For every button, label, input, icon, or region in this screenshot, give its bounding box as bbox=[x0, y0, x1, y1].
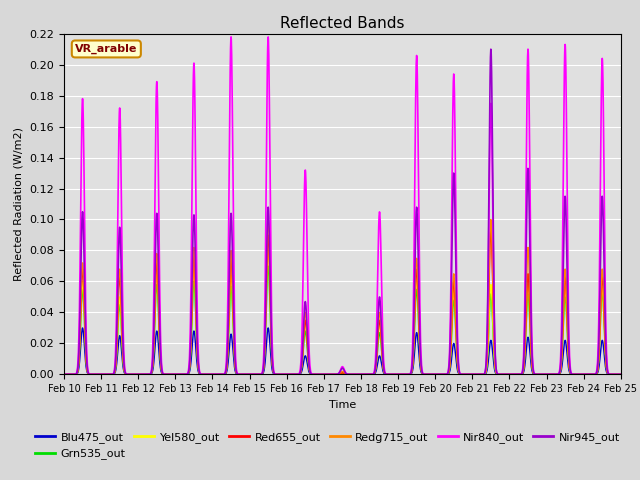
Yel580_out bbox=[124, 372, 131, 377]
Red655_out bbox=[487, 228, 495, 233]
Red655_out bbox=[274, 372, 282, 377]
Line: Grn535_out: Grn535_out bbox=[64, 266, 621, 374]
Redg715_out bbox=[487, 216, 495, 222]
Nir945_out bbox=[546, 372, 554, 377]
Red655_out bbox=[298, 363, 305, 369]
Grn535_out bbox=[298, 364, 306, 370]
Grn535_out bbox=[606, 372, 614, 377]
Red655_out bbox=[124, 372, 131, 377]
Yel580_out bbox=[274, 372, 282, 377]
Legend: Blu475_out, Grn535_out, Yel580_out, Red655_out, Redg715_out, Nir840_out, Nir945_: Blu475_out, Grn535_out, Yel580_out, Red6… bbox=[31, 428, 625, 464]
Nir945_out bbox=[617, 372, 625, 377]
Blu475_out bbox=[124, 372, 132, 377]
Blu475_out bbox=[617, 372, 625, 377]
Redg715_out bbox=[298, 362, 305, 368]
Redg715_out bbox=[606, 372, 614, 377]
Nir945_out bbox=[606, 372, 614, 377]
Grn535_out bbox=[60, 372, 68, 377]
Line: Red655_out: Red655_out bbox=[64, 230, 621, 374]
Nir945_out bbox=[60, 372, 68, 377]
Yel580_out bbox=[606, 372, 614, 377]
Yel580_out bbox=[617, 372, 625, 377]
Grn535_out bbox=[124, 372, 131, 377]
Red655_out bbox=[606, 372, 614, 377]
Title: Reflected Bands: Reflected Bands bbox=[280, 16, 404, 31]
Grn535_out bbox=[264, 263, 272, 269]
Nir840_out bbox=[157, 333, 164, 339]
Redg715_out bbox=[60, 372, 68, 377]
Nir945_out bbox=[124, 372, 131, 377]
Blu475_out bbox=[546, 372, 554, 377]
Nir945_out bbox=[298, 361, 305, 367]
Red655_out bbox=[157, 357, 164, 363]
Nir840_out bbox=[227, 34, 235, 40]
Grn535_out bbox=[274, 372, 282, 377]
Blu475_out bbox=[157, 367, 164, 372]
Redg715_out bbox=[546, 372, 554, 377]
Red655_out bbox=[617, 372, 625, 377]
Yel580_out bbox=[157, 359, 164, 364]
Yel580_out bbox=[298, 362, 306, 368]
Blu475_out bbox=[60, 372, 68, 377]
Blu475_out bbox=[298, 368, 306, 374]
Nir840_out bbox=[274, 372, 282, 377]
Y-axis label: Reflected Radiation (W/m2): Reflected Radiation (W/m2) bbox=[14, 127, 24, 281]
Yel580_out bbox=[264, 248, 272, 253]
Line: Nir945_out: Nir945_out bbox=[64, 49, 621, 374]
Grn535_out bbox=[157, 360, 164, 366]
Redg715_out bbox=[617, 372, 625, 377]
Redg715_out bbox=[157, 356, 164, 361]
Nir840_out bbox=[546, 372, 554, 377]
Grn535_out bbox=[546, 372, 554, 377]
Red655_out bbox=[60, 372, 68, 377]
Yel580_out bbox=[60, 372, 68, 377]
Line: Yel580_out: Yel580_out bbox=[64, 251, 621, 374]
Grn535_out bbox=[617, 372, 625, 377]
Redg715_out bbox=[274, 372, 282, 377]
Nir945_out bbox=[487, 46, 495, 52]
Blu475_out bbox=[606, 372, 614, 377]
Nir840_out bbox=[606, 372, 614, 377]
Yel580_out bbox=[546, 372, 554, 377]
Nir945_out bbox=[157, 350, 164, 356]
Nir840_out bbox=[298, 335, 306, 341]
Blu475_out bbox=[274, 372, 282, 377]
Redg715_out bbox=[124, 372, 131, 377]
Red655_out bbox=[546, 372, 554, 377]
Blu475_out bbox=[79, 325, 86, 331]
Nir840_out bbox=[617, 372, 625, 377]
Line: Redg715_out: Redg715_out bbox=[64, 219, 621, 374]
Nir945_out bbox=[274, 372, 282, 377]
Line: Blu475_out: Blu475_out bbox=[64, 328, 621, 374]
Nir840_out bbox=[60, 372, 68, 377]
Text: VR_arable: VR_arable bbox=[75, 44, 138, 54]
Line: Nir840_out: Nir840_out bbox=[64, 37, 621, 374]
Nir840_out bbox=[124, 372, 131, 377]
X-axis label: Time: Time bbox=[329, 400, 356, 409]
